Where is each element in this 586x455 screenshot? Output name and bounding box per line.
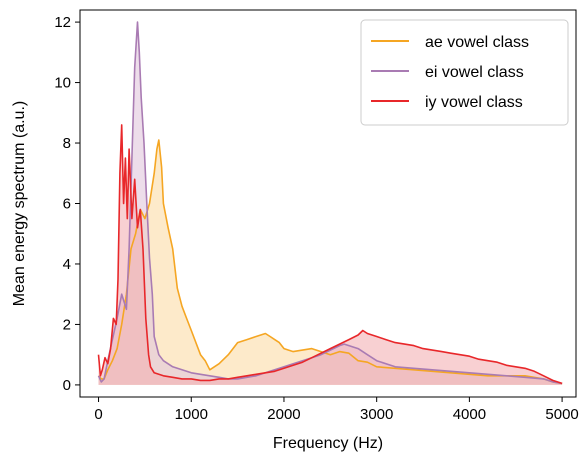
series-fills (98, 22, 563, 385)
series-lines (97, 21, 563, 385)
y-tick-label: 12 (54, 14, 71, 31)
y-tick-label: 0 (63, 377, 71, 394)
series-line-2 (97, 124, 563, 385)
x-tick-label: 3000 (360, 406, 393, 423)
legend-label: iy vowel class (425, 94, 523, 111)
x-tick-label: 4000 (453, 406, 486, 423)
y-axis-ticks: 0 2 4 6 8 10 12 (54, 14, 80, 394)
y-tick-label: 4 (63, 256, 71, 273)
x-axis-ticks: 0 1000 2000 3000 4000 5000 (94, 397, 579, 423)
legend-label: ei vowel class (425, 64, 524, 81)
x-tick-label: 1000 (175, 406, 208, 423)
legend: ae vowel class ei vowel class iy vowel cla… (360, 19, 569, 126)
x-tick-label: 5000 (545, 406, 578, 423)
x-tick-label: 2000 (267, 406, 300, 423)
x-tick-label: 0 (94, 406, 102, 423)
y-tick-label: 6 (63, 196, 71, 213)
x-axis-label: Frequency (Hz) (273, 435, 383, 452)
y-axis-label: Mean energy spectrum (a.u.) (11, 101, 28, 306)
legend-label: ae vowel class (425, 34, 529, 51)
y-tick-label: 2 (63, 316, 71, 333)
y-tick-label: 10 (54, 75, 71, 92)
legend-box (360, 19, 569, 126)
y-tick-label: 8 (63, 135, 71, 152)
series-fill-2 (98, 124, 563, 385)
